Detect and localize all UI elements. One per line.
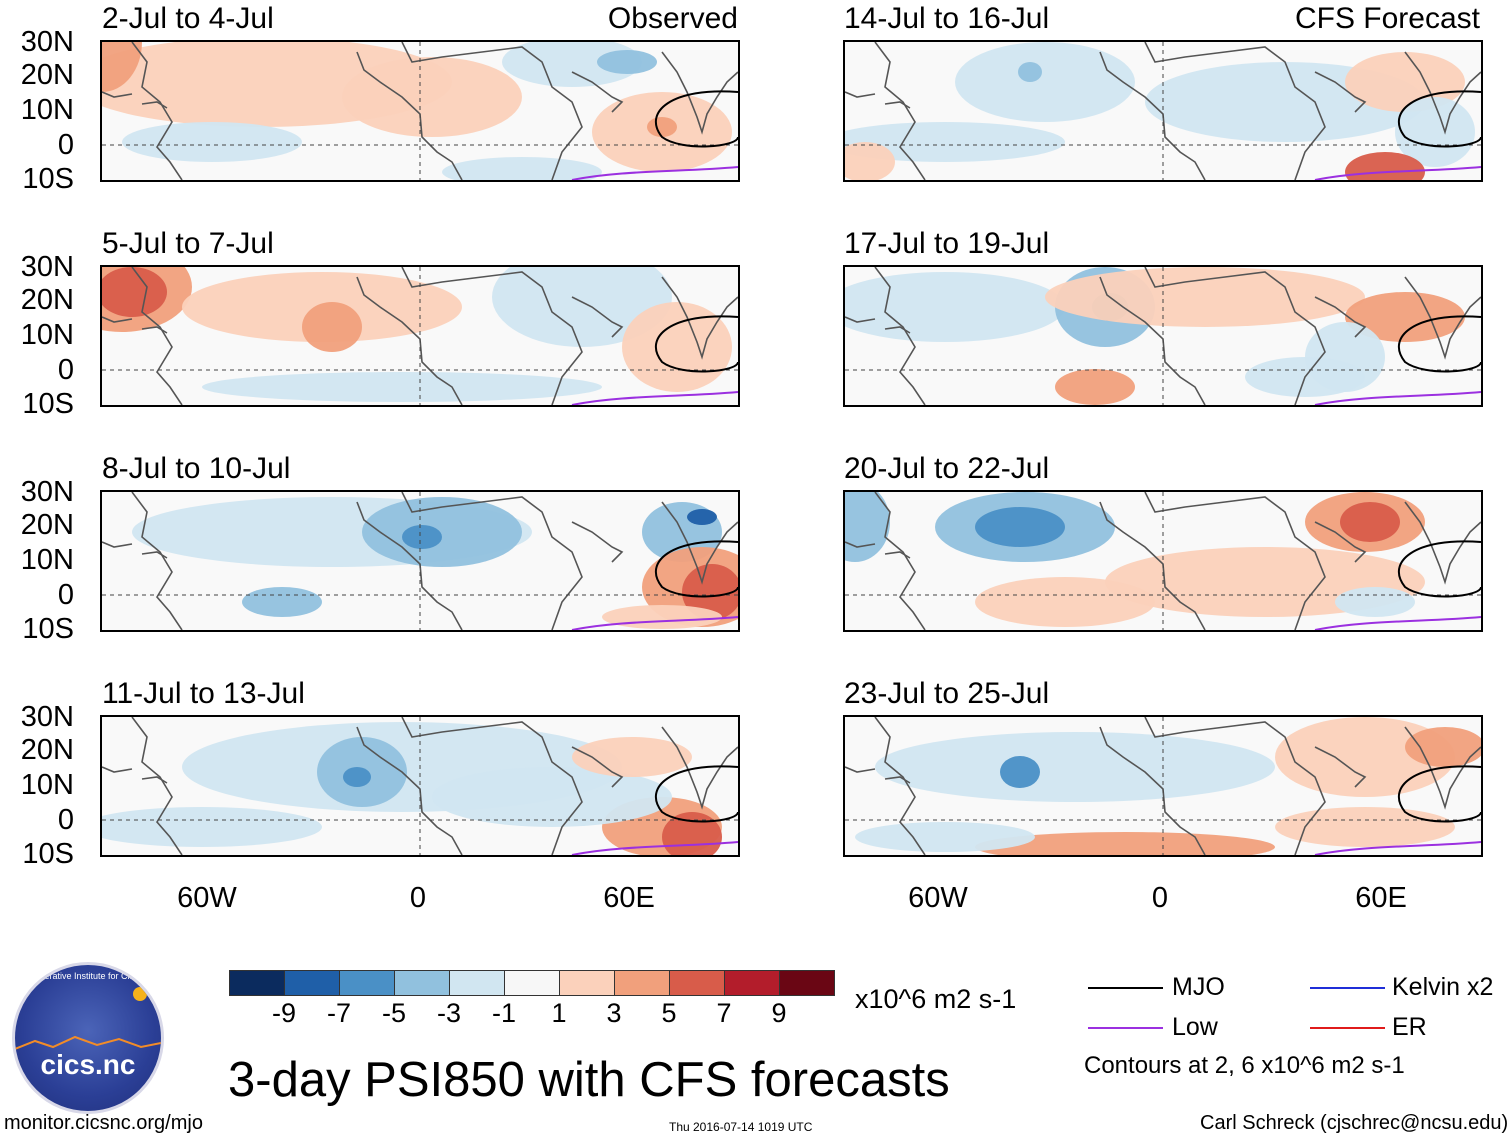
colorbar-tick: -1 xyxy=(491,998,516,1028)
colorbar-swatch xyxy=(449,970,504,996)
lat-label: 10S xyxy=(22,163,74,195)
lat-label: 10S xyxy=(22,388,74,420)
panel-title-1: 2-Jul to 4-Jul xyxy=(102,2,274,35)
panel-title-5: 14-Jul to 16-Jul xyxy=(844,2,1050,35)
legend-label-mjo: MJO xyxy=(1172,973,1225,1001)
lon-label: 0 xyxy=(1151,882,1169,914)
panel-title-7: 20-Jul to 22-Jul xyxy=(844,452,1050,485)
lat-label: 10N xyxy=(20,94,74,126)
sun-icon xyxy=(133,987,147,1001)
colorbar-tick: 7 xyxy=(716,998,732,1028)
colorbar-tick: -5 xyxy=(381,998,406,1028)
colorbar-tick: 1 xyxy=(551,998,567,1028)
colorbar-tick: -3 xyxy=(436,998,461,1028)
lat-label: 0 xyxy=(57,804,74,836)
logo-arc-text: Cooperative Institute for Climate and Sa… xyxy=(23,971,153,981)
lat-label: 30N xyxy=(20,251,74,283)
map-panel-forecast-4 xyxy=(843,715,1483,857)
colorbar-swatch xyxy=(229,970,284,996)
lon-label: 60E xyxy=(603,882,655,914)
map-panel-observed-1 xyxy=(100,40,740,182)
colorbar-swatch xyxy=(779,970,835,996)
lat-label: 10S xyxy=(22,613,74,645)
lat-label: 10S xyxy=(22,838,74,870)
lat-label: 0 xyxy=(57,129,74,161)
source-url: monitor.cicsnc.org/mjo xyxy=(4,1112,203,1134)
panel-title-6: 17-Jul to 19-Jul xyxy=(844,227,1050,260)
lat-label: 20N xyxy=(20,284,74,316)
legend-line-low xyxy=(1088,1027,1163,1029)
colorbar-tick: -9 xyxy=(271,998,296,1028)
colorbar-tick: 9 xyxy=(771,998,787,1028)
colorbar-swatch xyxy=(339,970,394,996)
colorbar-tick: 5 xyxy=(661,998,677,1028)
legend-label-er: ER xyxy=(1392,1013,1427,1041)
panel-title-2: 5-Jul to 7-Jul xyxy=(102,227,274,260)
lon-label: 0 xyxy=(409,882,427,914)
colorbar-swatch xyxy=(559,970,614,996)
figure-title: 3-day PSI850 with CFS forecasts xyxy=(228,1053,950,1107)
colorbar-swatch xyxy=(394,970,449,996)
lon-label: 60W xyxy=(177,882,237,914)
mountain-icon xyxy=(15,1035,161,1050)
colorbar-tick: -7 xyxy=(326,998,351,1028)
legend-line-kelvin xyxy=(1310,987,1385,989)
colorbar-swatch xyxy=(669,970,724,996)
observed-label: Observed xyxy=(607,2,738,35)
lat-label: 10N xyxy=(20,544,74,576)
map-panel-forecast-2 xyxy=(843,265,1483,407)
lon-label: 60E xyxy=(1355,882,1407,914)
map-panel-observed-2 xyxy=(100,265,740,407)
lat-label: 20N xyxy=(20,59,74,91)
map-panel-forecast-3 xyxy=(843,490,1483,632)
legend-line-er xyxy=(1310,1027,1385,1029)
colorbar-swatch xyxy=(614,970,669,996)
lat-label: 20N xyxy=(20,509,74,541)
panel-title-3: 8-Jul to 10-Jul xyxy=(102,452,291,485)
lat-label: 0 xyxy=(57,579,74,611)
colorbar-swatch xyxy=(284,970,339,996)
colorbar-swatch xyxy=(724,970,779,996)
lat-label: 10N xyxy=(20,769,74,801)
lat-label: 30N xyxy=(20,26,74,58)
map-panel-forecast-1 xyxy=(843,40,1483,182)
lat-label: 0 xyxy=(57,354,74,386)
panel-title-4: 11-Jul to 13-Jul xyxy=(102,677,305,710)
colorbar-tick: 3 xyxy=(606,998,622,1028)
logo-text: cics.nc xyxy=(40,1049,136,1080)
lon-label: 60W xyxy=(908,882,968,914)
lat-label: 30N xyxy=(20,476,74,508)
lat-label: 20N xyxy=(20,734,74,766)
timestamp: Thu 2016-07-14 1019 UTC xyxy=(669,1120,813,1134)
lat-label: 30N xyxy=(20,701,74,733)
colorbar-units: x10^6 m2 s-1 xyxy=(855,984,1017,1014)
author-credit: Carl Schreck (cjschrec@ncsu.edu) xyxy=(1200,1112,1509,1134)
panel-title-8: 23-Jul to 25-Jul xyxy=(844,677,1050,710)
legend-label-low: Low xyxy=(1172,1013,1218,1041)
contour-note: Contours at 2, 6 x10^6 m2 s-1 xyxy=(1084,1052,1405,1079)
map-panel-observed-3 xyxy=(100,490,740,632)
colorbar-swatch xyxy=(504,970,559,996)
legend-line-mjo xyxy=(1088,987,1163,989)
legend-label-kelvin: Kelvin x2 xyxy=(1392,973,1494,1001)
map-panel-observed-4 xyxy=(100,715,740,857)
lat-label: 10N xyxy=(20,319,74,351)
cicsnc-logo: Cooperative Institute for Climate and Sa… xyxy=(12,962,164,1114)
forecast-label: CFS Forecast xyxy=(1294,2,1480,35)
